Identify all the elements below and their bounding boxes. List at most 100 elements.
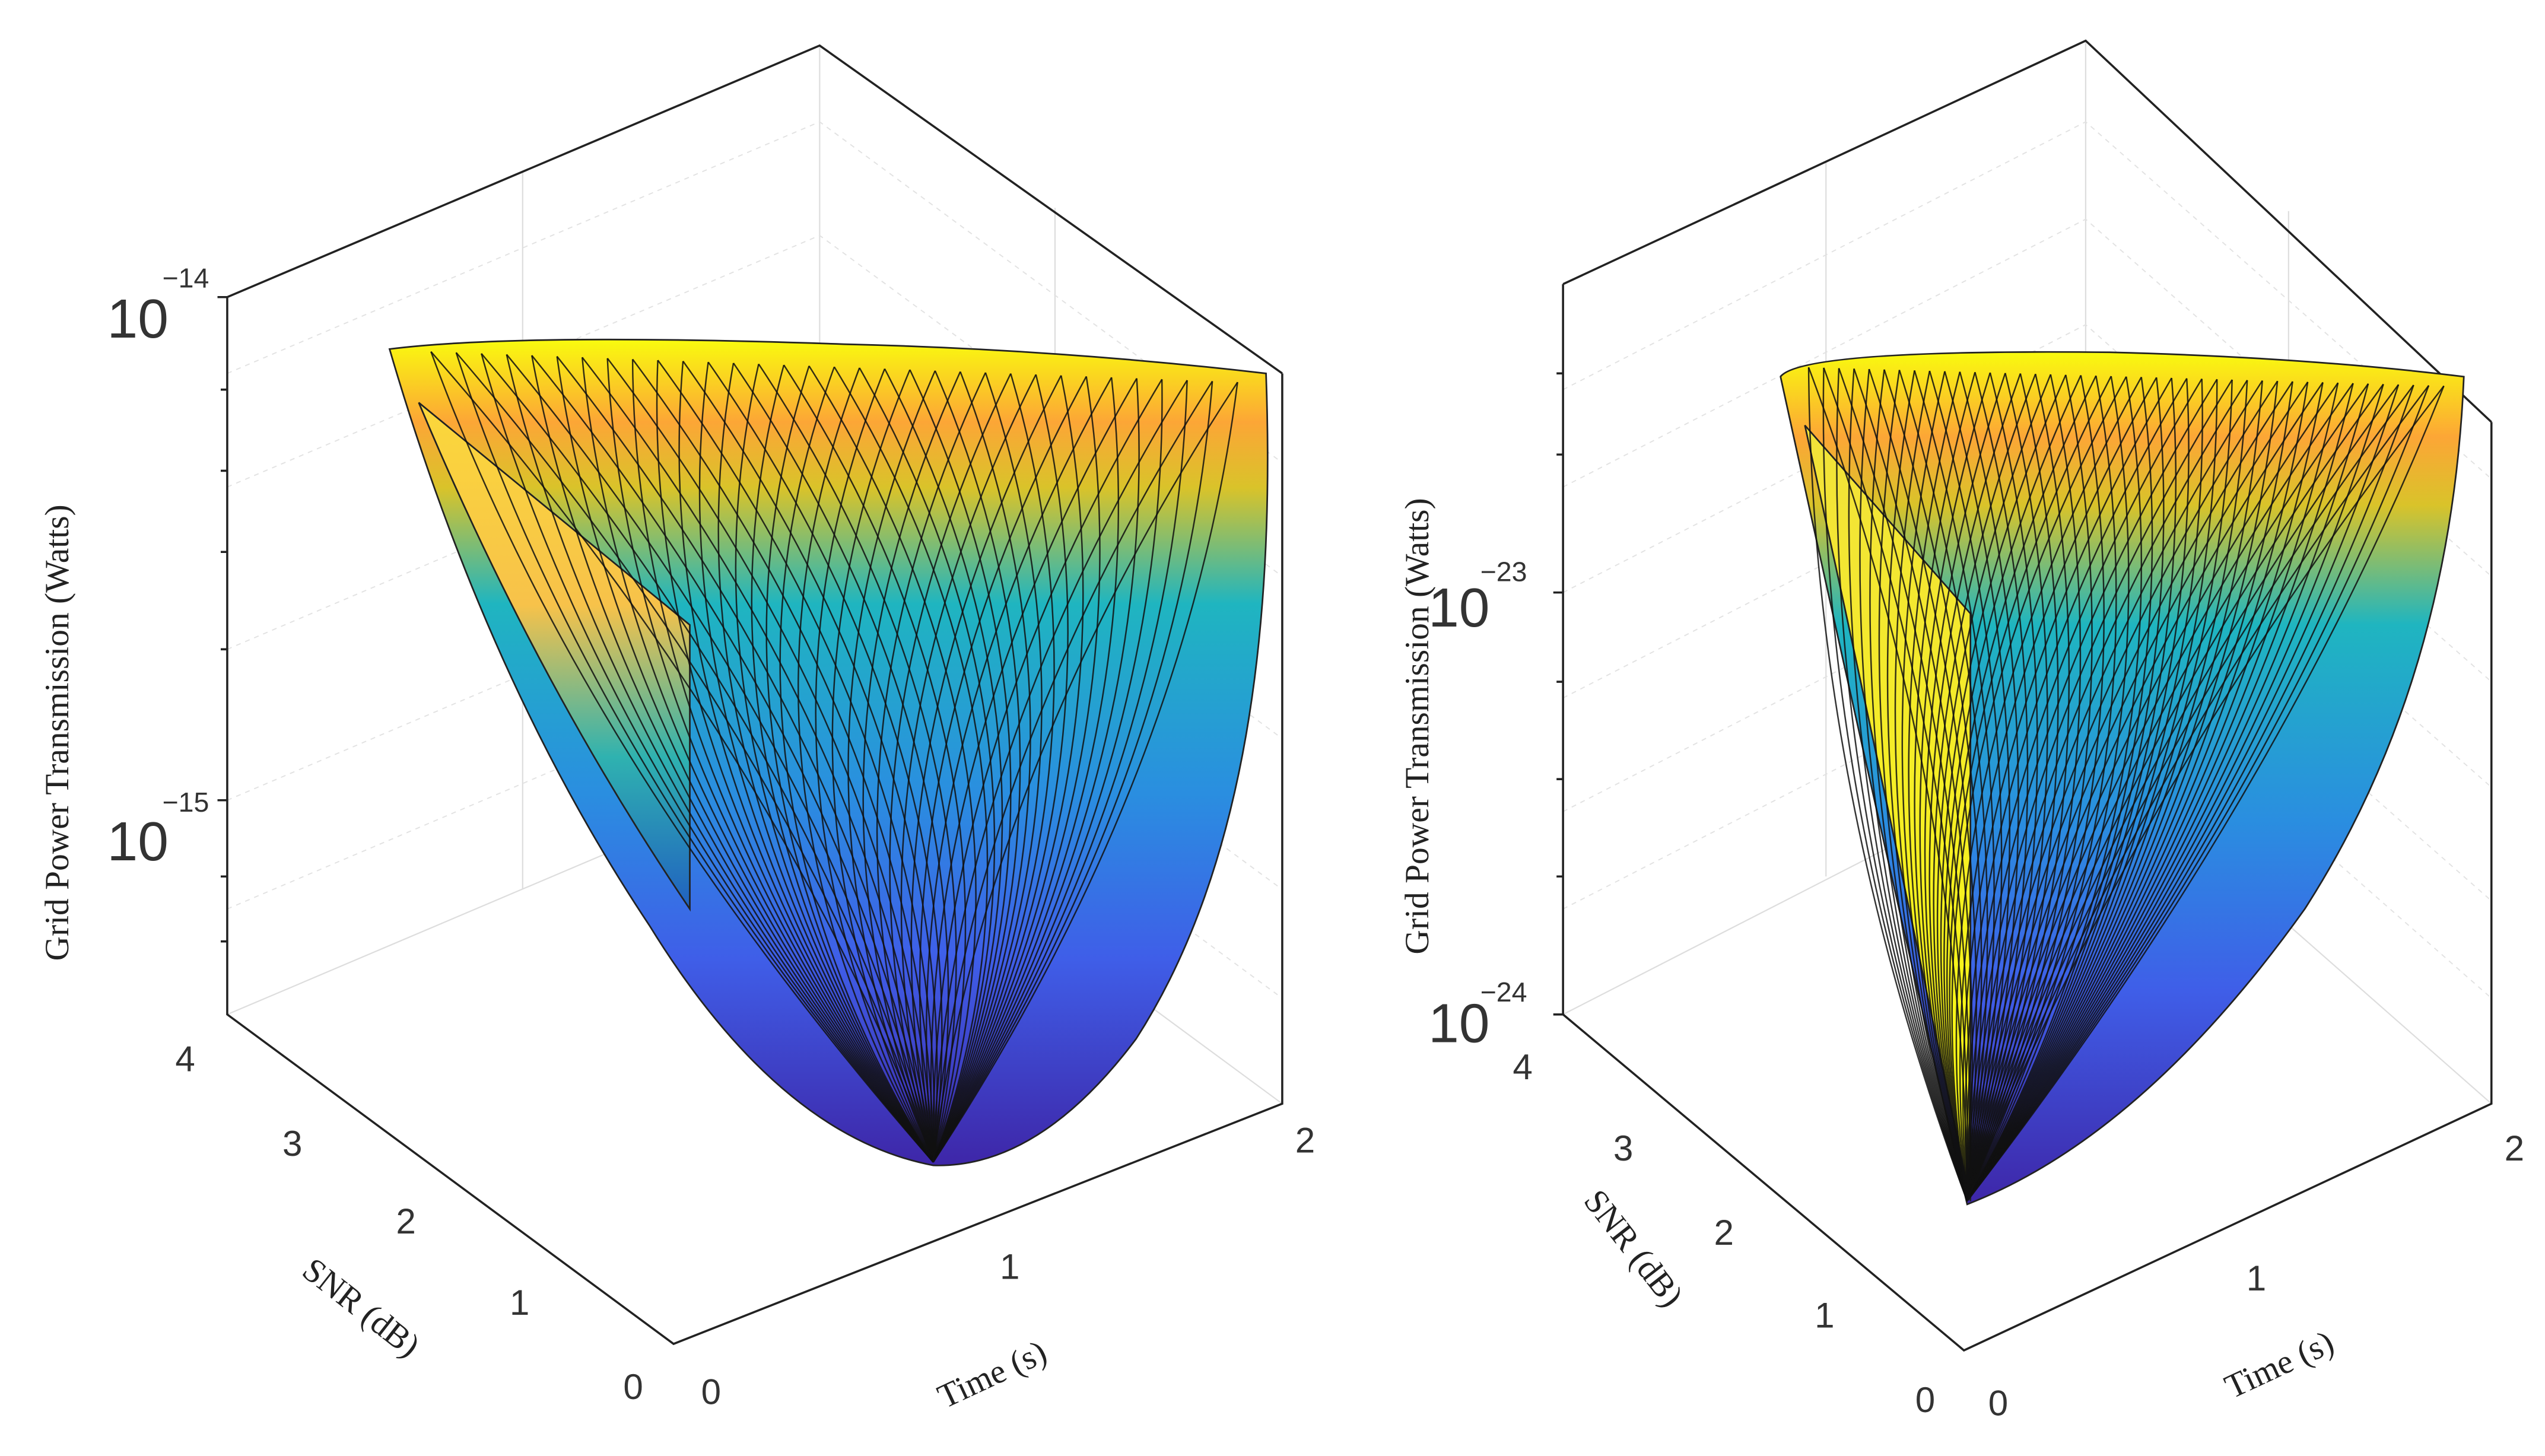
y-axis-label: SNR (dB)	[296, 1251, 427, 1365]
mesh-line	[1966, 379, 2233, 1201]
mesh-line	[932, 373, 1055, 1163]
x-tick-2: 2	[1295, 1120, 1315, 1160]
mesh-line	[1822, 367, 1968, 1201]
mesh-line	[1966, 380, 2279, 1201]
mesh-line	[1943, 375, 2082, 1201]
mesh-line	[798, 367, 934, 1163]
mesh-line	[1940, 374, 2067, 1201]
mesh-line	[1966, 384, 2414, 1202]
z-tick-label-mid-base: 10	[107, 810, 169, 872]
y-tick-0: 0	[623, 1367, 643, 1407]
y-tick-1: 1	[510, 1283, 529, 1323]
mesh-line	[1966, 384, 2400, 1202]
mesh-line	[758, 363, 957, 1162]
mesh-line	[1966, 380, 2263, 1202]
mesh-line	[1966, 384, 2384, 1202]
y-tick-2: 2	[396, 1201, 415, 1241]
mesh-line	[1878, 370, 1968, 1201]
mesh-line	[1966, 379, 2218, 1201]
mesh-line	[1966, 374, 2082, 1201]
y-tick-4: 4	[1513, 1047, 1532, 1087]
mesh-line	[1966, 383, 2354, 1202]
mesh-line	[932, 381, 1213, 1163]
mesh-line	[1966, 373, 2059, 1201]
z-ticks	[217, 295, 227, 943]
mesh-line	[1966, 377, 2153, 1201]
mesh-line	[910, 375, 1062, 1162]
mesh-line	[1933, 373, 2036, 1201]
mesh-line	[932, 375, 1084, 1163]
surface-plot-2: 10 −23 10 −24 4 3 2 1 0 0 1 2 Grid Power…	[1399, 39, 2524, 1423]
mesh-line	[656, 360, 934, 1163]
mesh-line	[932, 379, 1163, 1163]
y-tick-1: 1	[1815, 1296, 1834, 1336]
mesh-line	[1966, 382, 2324, 1201]
mesh-line	[1914, 372, 1976, 1201]
mesh-line	[779, 366, 934, 1163]
mesh-line	[1966, 379, 2233, 1201]
surface-fold	[418, 402, 691, 912]
mesh-line	[932, 372, 1043, 1163]
mesh-line	[932, 382, 1238, 1163]
mesh-line	[1966, 378, 2203, 1201]
mesh-line	[876, 372, 986, 1163]
mesh-line	[932, 380, 1188, 1162]
mesh-line	[1966, 382, 2309, 1201]
z-tick-label-mid-exp: −15	[163, 787, 209, 818]
mesh-line	[815, 368, 934, 1163]
mesh-line	[1966, 381, 2279, 1202]
x-axis-label: Time (s)	[932, 1333, 1053, 1416]
mesh-line	[556, 356, 934, 1163]
z-tick-label-lower-exp: −24	[1480, 977, 1527, 1007]
mesh-line	[1966, 385, 2430, 1202]
mesh-line	[1966, 382, 2339, 1201]
mesh-line	[717, 363, 934, 1163]
mesh-line	[1966, 376, 2117, 1201]
mesh-line	[1966, 378, 2190, 1201]
mesh-line	[831, 369, 934, 1163]
mesh-line	[698, 362, 934, 1163]
z-tick-label-lower-base: 10	[1428, 992, 1489, 1054]
mesh-line	[678, 361, 934, 1163]
mesh-line	[932, 379, 1163, 1162]
mesh-line	[1966, 380, 2248, 1201]
mesh-line	[1966, 383, 2384, 1201]
mesh-line	[862, 371, 961, 1163]
mesh-line	[1966, 384, 2430, 1201]
mesh-line	[1951, 376, 2127, 1201]
mesh-line	[1807, 367, 1968, 1201]
z-axis-label: Grid Power Transmission (Watts)	[1399, 498, 1436, 954]
mesh-line	[765, 365, 934, 1163]
z-tick-label-top-exp: −14	[163, 262, 209, 293]
mesh-line	[900, 374, 1037, 1162]
mesh-line	[531, 355, 934, 1163]
mesh-line	[1901, 371, 1968, 1201]
mesh-line	[932, 380, 1213, 1162]
z-tick-label-top-base: 10	[107, 288, 169, 349]
mesh-line	[932, 382, 1238, 1162]
mesh-line	[1928, 373, 2022, 1201]
x-tick-0: 0	[1988, 1383, 2008, 1423]
y-tick-0: 0	[1915, 1380, 1935, 1420]
mesh-line	[606, 358, 934, 1163]
mesh-line	[1966, 379, 2203, 1201]
mesh-line	[506, 354, 934, 1163]
mesh-line	[1924, 373, 2006, 1201]
mesh-line	[932, 378, 1140, 1163]
box-edges	[226, 44, 1283, 1346]
mesh-line	[1886, 370, 1968, 1201]
mesh-line	[1848, 368, 1968, 1201]
mesh-line	[1966, 383, 2369, 1201]
y-tick-4: 4	[175, 1039, 195, 1079]
surface-mesh	[430, 351, 1238, 1163]
mesh-line	[631, 359, 934, 1163]
z-axis-label: Grid Power Transmission (Watts)	[39, 504, 76, 961]
mesh-line	[783, 364, 967, 1163]
mesh-line	[1959, 377, 2158, 1201]
y-tick-2: 2	[1714, 1213, 1734, 1252]
y-axis-label: SNR (dB)	[1577, 1183, 1691, 1314]
mesh-line	[932, 380, 1188, 1163]
mesh-line	[1966, 382, 2339, 1202]
mesh-line	[1966, 380, 2248, 1202]
mesh-line	[909, 369, 1012, 1163]
